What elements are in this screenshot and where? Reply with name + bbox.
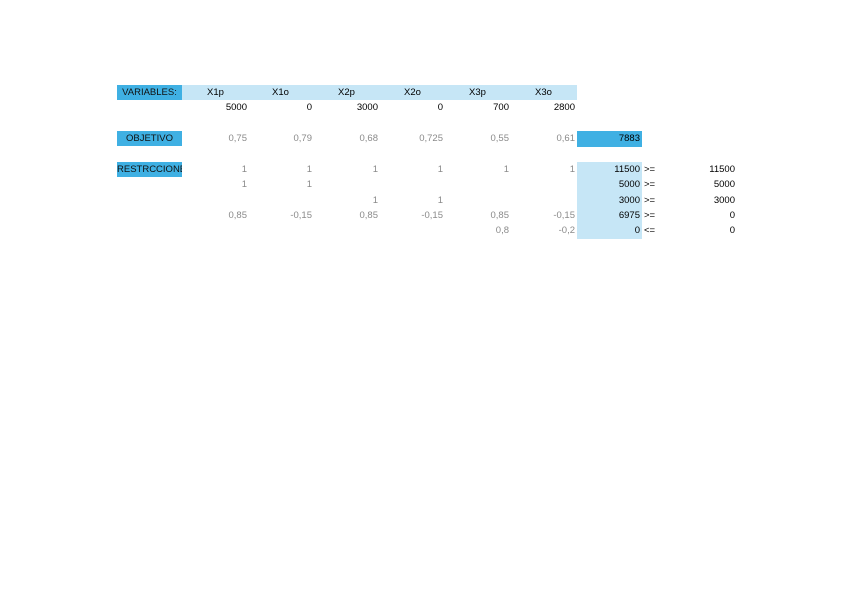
objective-coef-x2p[interactable]: 0,68 — [359, 133, 379, 144]
header-x1p: X1p — [207, 87, 224, 98]
c5-rhs[interactable]: 0 — [729, 225, 735, 236]
c2-operator[interactable]: >= — [644, 179, 656, 190]
objective-coef-x3o[interactable]: 0,61 — [556, 133, 576, 144]
value-x2p[interactable]: 3000 — [356, 102, 378, 113]
c3-coef-x1p[interactable] — [187, 193, 247, 208]
header-x3p: X3p — [469, 87, 486, 98]
c4-lhs[interactable]: 6975 — [618, 210, 640, 221]
objective-result-box — [577, 131, 642, 147]
c5-coef-x2p[interactable] — [318, 223, 378, 238]
value-x1o[interactable]: 0 — [306, 102, 312, 113]
header-band — [182, 85, 577, 100]
c1-lhs[interactable]: 11500 — [614, 164, 640, 175]
c1-coef-x3o[interactable]: 1 — [569, 164, 575, 175]
c3-rhs[interactable]: 3000 — [713, 195, 735, 206]
c2-coef-x2p[interactable] — [318, 177, 378, 192]
c3-operator[interactable]: >= — [644, 195, 656, 206]
value-x1p[interactable]: 5000 — [225, 102, 247, 113]
c4-coef-x1p[interactable]: 0,85 — [228, 210, 248, 221]
c1-coef-x3p[interactable]: 1 — [503, 164, 509, 175]
variables-label: VARIABLES: — [117, 85, 182, 100]
c5-coef-x3p[interactable]: 0,8 — [495, 225, 509, 236]
c1-operator[interactable]: >= — [644, 164, 656, 175]
restrictions-label: RESTRCCIONES — [117, 162, 182, 177]
objective-result[interactable]: 7883 — [618, 133, 640, 144]
c2-coef-x3p[interactable] — [449, 177, 509, 192]
header-x3o: X3o — [535, 87, 552, 98]
c5-coef-x1p[interactable] — [187, 223, 247, 238]
c4-coef-x3o[interactable]: -0,15 — [553, 210, 575, 221]
c5-lhs[interactable]: 0 — [634, 225, 640, 236]
c3-coef-x3p[interactable] — [449, 193, 509, 208]
c3-coef-x2p[interactable]: 1 — [372, 195, 378, 206]
value-x3p[interactable]: 700 — [493, 102, 509, 113]
constraint-lhs-band — [577, 162, 642, 239]
c2-coef-x1p[interactable]: 1 — [241, 179, 247, 190]
c4-coef-x1o[interactable]: -0,15 — [290, 210, 312, 221]
value-x3o[interactable]: 2800 — [553, 102, 575, 113]
c4-rhs[interactable]: 0 — [729, 210, 735, 221]
c3-coef-x2o[interactable]: 1 — [437, 195, 443, 206]
c1-coef-x1p[interactable]: 1 — [241, 164, 247, 175]
c5-operator[interactable]: <= — [644, 225, 656, 236]
c3-lhs[interactable]: 3000 — [618, 195, 640, 206]
c2-coef-x1o[interactable]: 1 — [306, 179, 312, 190]
header-x2p: X2p — [338, 87, 355, 98]
c2-coef-x2o[interactable] — [383, 177, 443, 192]
c1-coef-x1o[interactable]: 1 — [306, 164, 312, 175]
objective-coef-x1o[interactable]: 0,79 — [293, 133, 313, 144]
value-x2o[interactable]: 0 — [437, 102, 443, 113]
objective-coef-x2o[interactable]: 0,725 — [419, 133, 443, 144]
c2-lhs[interactable]: 5000 — [618, 179, 640, 190]
objective-coef-x3p[interactable]: 0,55 — [490, 133, 510, 144]
c1-rhs[interactable]: 11500 — [709, 164, 735, 175]
header-x2o: X2o — [404, 87, 421, 98]
c3-coef-x1o[interactable] — [252, 193, 312, 208]
c1-coef-x2p[interactable]: 1 — [372, 164, 378, 175]
c4-coef-x2o[interactable]: -0,15 — [421, 210, 443, 221]
objective-coef-x1p[interactable]: 0,75 — [228, 133, 248, 144]
c5-coef-x3o[interactable]: -0,2 — [558, 225, 575, 236]
c4-coef-x3p[interactable]: 0,85 — [490, 210, 510, 221]
c3-coef-x3o[interactable] — [515, 193, 575, 208]
c5-coef-x1o[interactable] — [252, 223, 312, 238]
c5-coef-x2o[interactable] — [383, 223, 443, 238]
c2-rhs[interactable]: 5000 — [713, 179, 735, 190]
c1-coef-x2o[interactable]: 1 — [437, 164, 443, 175]
c2-coef-x3o[interactable] — [515, 177, 575, 192]
c4-coef-x2p[interactable]: 0,85 — [359, 210, 379, 221]
header-x1o: X1o — [272, 87, 289, 98]
objective-label: OBJETIVO — [117, 131, 182, 146]
c4-operator[interactable]: >= — [644, 210, 656, 221]
